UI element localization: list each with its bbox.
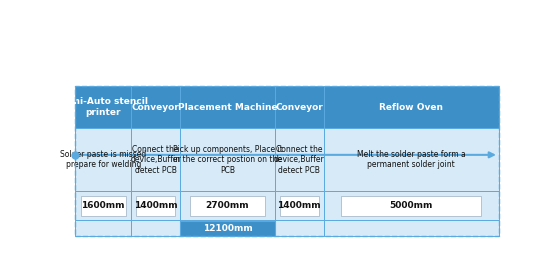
- Text: 1600mm: 1600mm: [81, 201, 125, 210]
- Text: Melt the solder paste form a
permanent solder joint: Melt the solder paste form a permanent s…: [357, 150, 466, 169]
- FancyBboxPatch shape: [180, 86, 275, 128]
- FancyBboxPatch shape: [275, 191, 324, 220]
- Text: Semi-Auto stencil
printer: Semi-Auto stencil printer: [58, 97, 148, 117]
- FancyBboxPatch shape: [324, 128, 499, 191]
- FancyBboxPatch shape: [180, 221, 275, 235]
- Text: 1400mm: 1400mm: [134, 201, 178, 210]
- Text: Pick up components, Place it
in the correct postion on the
PCB: Pick up components, Place it in the corr…: [172, 145, 282, 175]
- FancyBboxPatch shape: [131, 220, 180, 237]
- FancyBboxPatch shape: [180, 220, 275, 237]
- FancyBboxPatch shape: [190, 196, 265, 216]
- FancyBboxPatch shape: [275, 220, 324, 237]
- FancyBboxPatch shape: [324, 191, 499, 220]
- FancyBboxPatch shape: [279, 196, 319, 216]
- Text: Reflow Oven: Reflow Oven: [379, 103, 444, 112]
- FancyBboxPatch shape: [81, 196, 125, 216]
- Text: Connect the
device,Buffer
detect PCB: Connect the device,Buffer detect PCB: [274, 145, 325, 175]
- FancyBboxPatch shape: [180, 128, 275, 191]
- Text: 1400mm: 1400mm: [277, 201, 321, 210]
- FancyBboxPatch shape: [75, 220, 131, 237]
- Text: Conveyor: Conveyor: [276, 103, 323, 112]
- FancyBboxPatch shape: [131, 128, 180, 191]
- FancyBboxPatch shape: [324, 86, 499, 128]
- Bar: [75, 86, 499, 237]
- FancyBboxPatch shape: [275, 128, 324, 191]
- FancyBboxPatch shape: [75, 191, 131, 220]
- Text: Solder paste is missed
prepare for welding: Solder paste is missed prepare for weldi…: [60, 150, 146, 169]
- FancyBboxPatch shape: [341, 196, 481, 216]
- FancyBboxPatch shape: [136, 196, 175, 216]
- Text: Placement Machine: Placement Machine: [178, 103, 277, 112]
- Text: 5000mm: 5000mm: [390, 201, 433, 210]
- FancyBboxPatch shape: [275, 86, 324, 128]
- Text: Connect the
device,Buffer
detect PCB: Connect the device,Buffer detect PCB: [130, 145, 181, 175]
- FancyBboxPatch shape: [131, 86, 180, 128]
- FancyBboxPatch shape: [75, 86, 131, 128]
- FancyBboxPatch shape: [75, 128, 131, 191]
- Text: 2700mm: 2700mm: [206, 201, 249, 210]
- FancyBboxPatch shape: [324, 220, 499, 237]
- FancyBboxPatch shape: [131, 191, 180, 220]
- Text: Conveyor: Conveyor: [132, 103, 180, 112]
- Text: 12100mm: 12100mm: [203, 224, 253, 233]
- FancyBboxPatch shape: [180, 191, 275, 220]
